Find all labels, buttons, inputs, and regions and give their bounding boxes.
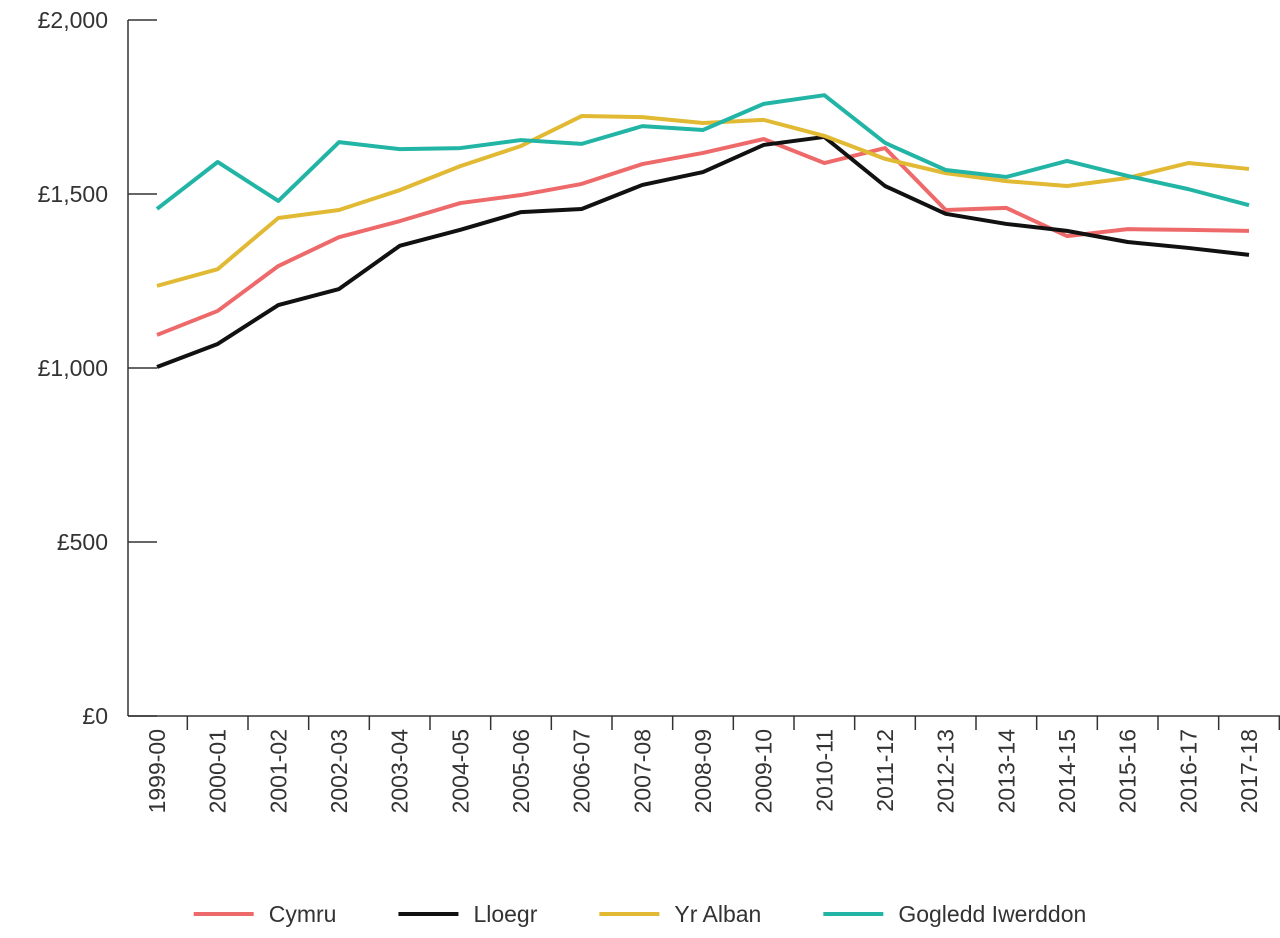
x-tick-label: 2016-17 — [1175, 729, 1201, 813]
x-tick-label: 2015-16 — [1115, 729, 1141, 813]
y-tick-label: £2,000 — [38, 7, 108, 33]
x-tick-label: 2004-05 — [447, 729, 473, 813]
y-tick-label: £1,500 — [38, 181, 108, 207]
x-tick-label: 2010-11 — [811, 729, 837, 812]
x-tick-label: 2007-08 — [629, 729, 655, 813]
legend-label: Yr Alban — [674, 901, 761, 927]
legend-label: Gogledd Iwerddon — [898, 901, 1086, 927]
y-tick-label: £500 — [57, 529, 108, 555]
x-tick-label: 2000-01 — [205, 729, 231, 813]
x-tick-label: 2006-07 — [569, 729, 595, 813]
x-tick-label: 2001-02 — [265, 729, 291, 813]
x-tick-label: 2002-03 — [326, 729, 352, 813]
x-tick-label: 2014-15 — [1054, 729, 1080, 813]
y-tick-label: £0 — [82, 703, 108, 729]
x-tick-label: 2008-09 — [690, 729, 716, 813]
y-tick-label: £1,000 — [38, 355, 108, 381]
series-line — [156, 137, 1250, 337]
x-tick-label: 2003-04 — [387, 729, 413, 814]
series-line — [156, 114, 1250, 288]
x-tick-label: 2009-10 — [751, 729, 777, 813]
legend-label: Cymru — [269, 901, 337, 927]
series-line — [155, 93, 1250, 211]
legend-label: Lloegr — [473, 901, 537, 927]
x-tick-label: 2013-14 — [993, 729, 1019, 814]
x-tick-label: 2017-18 — [1236, 729, 1262, 813]
x-tick-label: 2012-13 — [933, 729, 959, 813]
x-tick-label: 2011-12 — [872, 729, 898, 812]
series-line — [156, 134, 1250, 369]
x-tick-label: 1999-00 — [144, 729, 170, 813]
x-tick-label: 2005-06 — [508, 729, 534, 813]
